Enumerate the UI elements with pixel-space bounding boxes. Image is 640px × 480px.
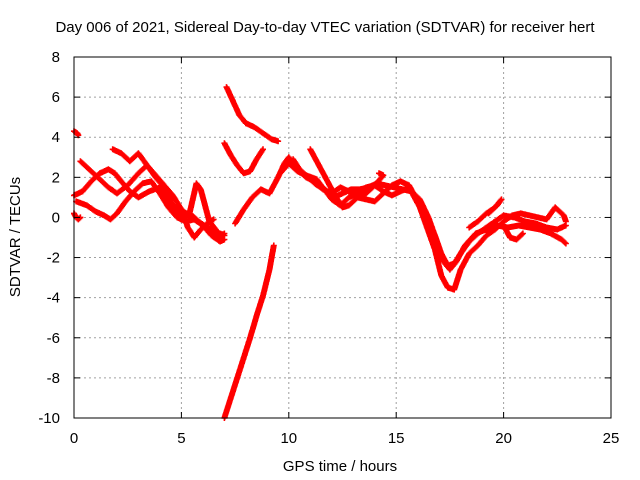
y-tick-label: 0 [52,209,60,226]
x-axis-label: GPS time / hours [283,458,397,475]
data-layer [71,84,569,421]
y-tick-label: -6 [47,330,60,347]
plot-frame [73,56,612,419]
marker-trail [466,196,505,231]
marker-trail [221,140,266,177]
x-tick-label: 0 [70,430,78,447]
series-track-16 [500,222,526,243]
series-track-5 [73,178,228,245]
y-tick-label: -4 [47,290,60,307]
series-track-15 [466,196,505,231]
axis-ticks: 0 5 10 15 20 25 -10 -8 -6 -4 -2 0 2 4 6 8 [38,49,619,447]
x-tick-label: 10 [280,430,297,447]
marker-trail [307,146,387,211]
y-tick-label: 8 [52,49,60,66]
marker-trail [290,156,569,293]
y-tick-label: -2 [47,250,60,267]
marker-trail [500,222,526,243]
marker-trail [223,84,282,145]
series-track-7 [178,206,217,241]
y-axis-label: SDTVAR / TECUs [7,177,24,297]
series-track-14 [307,146,387,211]
series-track-8 [223,84,282,145]
x-tick-label: 25 [603,430,620,447]
series-track-13 [290,156,569,293]
marker-trail [73,178,228,245]
chart-title: Day 006 of 2021, Sidereal Day-to-day VTE… [55,19,595,36]
x-tick-label: 5 [177,430,185,447]
series-track-9 [221,140,266,177]
marker-trail [178,206,217,241]
y-tick-label: 2 [52,169,60,186]
x-tick-label: 15 [388,430,405,447]
grid-lines [74,57,611,418]
y-tick-label: -8 [47,370,60,387]
x-tick-label: 20 [495,430,512,447]
y-tick-label: -10 [38,410,60,427]
y-tick-label: 4 [52,129,60,146]
y-tick-label: 6 [52,89,60,106]
